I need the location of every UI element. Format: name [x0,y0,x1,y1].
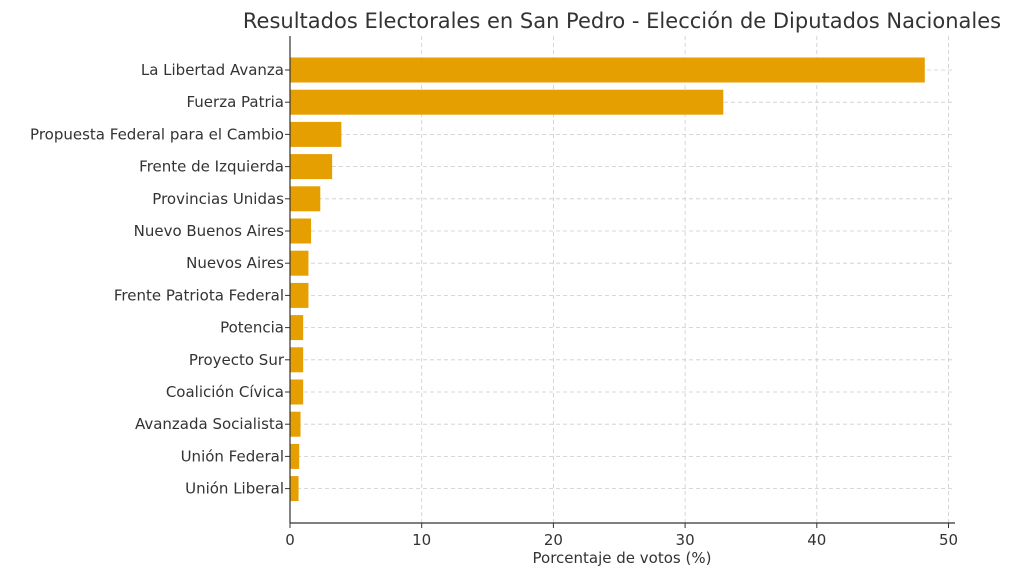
bar [290,186,321,212]
y-tick-label: Frente Patriota Federal [114,286,284,304]
bar [290,347,304,373]
bar [290,315,304,341]
bar [290,121,342,147]
x-tick-label: 30 [676,531,695,549]
bar [290,154,333,180]
bar [290,89,724,115]
chart-title: Resultados Electorales en San Pedro - El… [243,9,1001,33]
bar [290,282,309,308]
x-axis-label: Porcentaje de votos (%) [533,549,712,567]
y-tick-label: Potencia [220,319,284,337]
bar [290,218,312,244]
bar [290,411,301,437]
y-tick-label: Proyecto Sur [189,351,285,369]
x-tick-label: 20 [544,531,563,549]
x-tick-label: 0 [285,531,295,549]
x-tick-label: 40 [807,531,826,549]
y-tick-label: Frente de Izquierda [139,158,284,176]
x-tick-label: 10 [412,531,431,549]
y-tick-label: Nuevos Aires [186,254,284,272]
bar [290,379,304,405]
bar [290,443,300,469]
bar [290,476,299,502]
y-tick-label: Unión Federal [181,447,284,465]
y-tick-label: Avanzada Socialista [135,415,284,433]
y-tick-label: Provincias Unidas [152,190,284,208]
y-tick-label: Nuevo Buenos Aires [134,222,285,240]
bar [290,57,925,83]
bar [290,250,309,276]
y-tick-label: Unión Liberal [185,480,284,498]
y-tick-label: Coalición Cívica [166,383,284,401]
x-tick-label: 50 [939,531,958,549]
y-tick-label: Fuerza Patria [186,93,284,111]
y-tick-label: Propuesta Federal para el Cambio [30,125,284,143]
y-tick-label: La Libertad Avanza [141,61,284,79]
